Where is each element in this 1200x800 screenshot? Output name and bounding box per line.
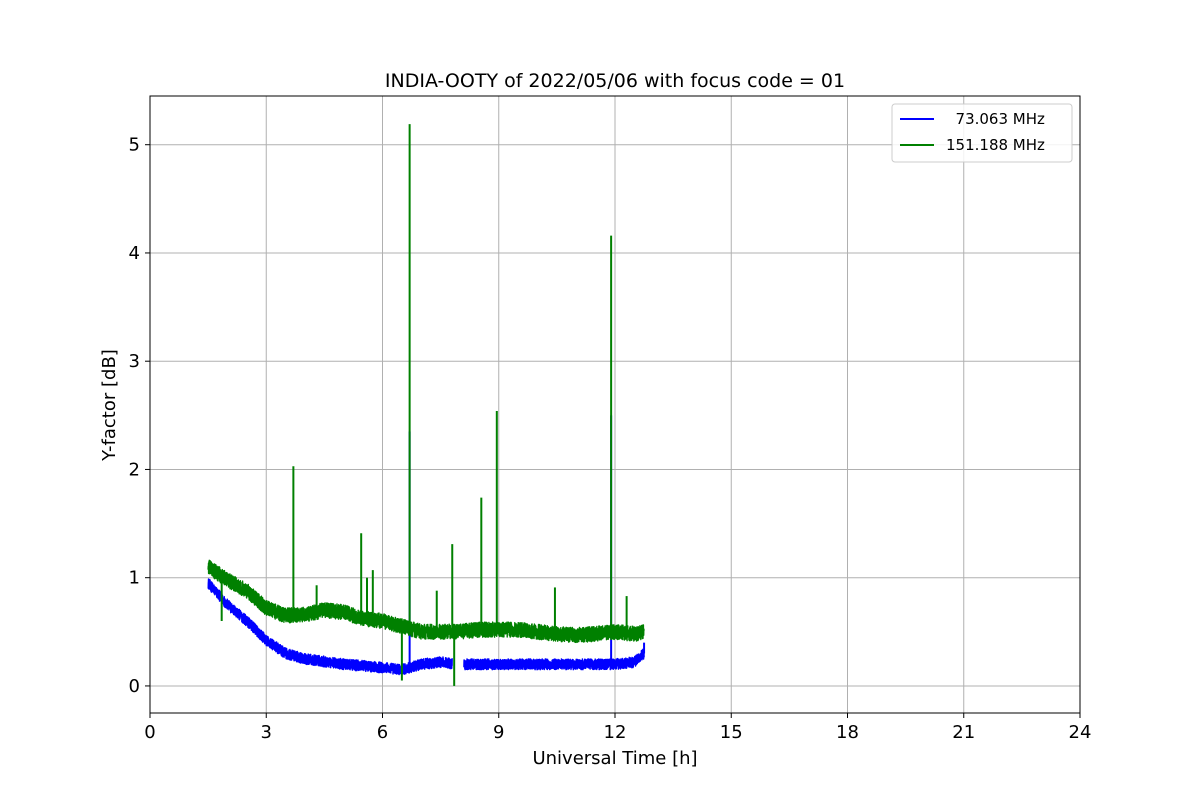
series-line-0 (207, 578, 645, 676)
series-line-1 (207, 559, 645, 644)
legend: 73.063 MHz 151.188 MHz (891, 103, 1073, 163)
x-tick-label: 6 (377, 722, 388, 743)
y-axis-label: Y-factor [dB] (99, 349, 120, 462)
series-layer (207, 124, 646, 686)
x-tick-label: 12 (604, 722, 627, 743)
x-tick-label: 15 (720, 722, 743, 743)
y-tick-label: 2 (129, 459, 140, 480)
y-tick-label: 0 (129, 676, 140, 697)
y-tick-label: 4 (129, 243, 140, 264)
x-tick-label: 9 (493, 722, 504, 743)
legend-box (891, 103, 1073, 163)
x-tick-label: 0 (144, 722, 155, 743)
x-tick-label: 24 (1069, 722, 1092, 743)
legend-label-151mhz: 151.188 MHz (946, 136, 1045, 154)
legend-label-73mhz: 73.063 MHz (946, 110, 1045, 128)
x-tick-label: 3 (261, 722, 272, 743)
y-tick-label: 1 (129, 568, 140, 589)
x-tick-label: 18 (836, 722, 859, 743)
chart-title: INDIA-OOTY of 2022/05/06 with focus code… (385, 70, 845, 92)
x-tick-label: 21 (952, 722, 975, 743)
x-axis-label: Universal Time [h] (532, 748, 697, 769)
y-tick-label: 3 (129, 351, 140, 372)
y-tick-label: 5 (129, 135, 140, 156)
